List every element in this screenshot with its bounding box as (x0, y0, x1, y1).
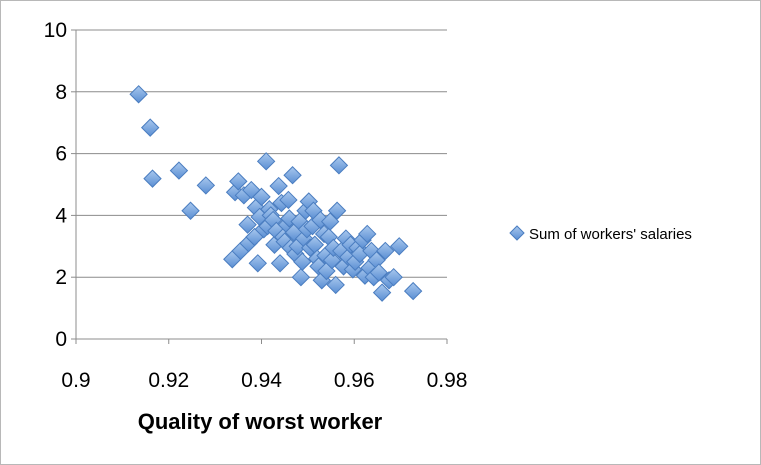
data-point-63 (327, 201, 347, 220)
data-point-81 (369, 263, 389, 282)
data-point-18 (252, 187, 271, 207)
data-point-82 (372, 283, 392, 302)
data-point-4 (181, 201, 200, 220)
data-point-76 (358, 224, 377, 244)
y-tick-label-4: 8 (55, 81, 67, 104)
data-point-60 (322, 250, 342, 270)
data-point-28 (270, 254, 290, 273)
data-point-59 (320, 212, 340, 231)
data-point-16 (248, 254, 267, 273)
data-point-36 (283, 166, 302, 185)
x-tick-label-1: 0.92 (148, 369, 189, 392)
data-point-86 (390, 237, 409, 256)
data-point-2 (143, 169, 162, 188)
y-tick-label-5: 10 (44, 19, 67, 42)
x-tick-label-2: 0.94 (241, 369, 282, 392)
data-point-5 (196, 176, 216, 195)
legend: Sum of workers' salaries (509, 225, 692, 243)
data-point-64 (329, 156, 349, 175)
x-tick-label-0: 0.9 (61, 369, 90, 392)
x-axis-label: Quality of worst worker (138, 409, 383, 434)
data-point-87 (403, 281, 423, 301)
data-point-20 (256, 152, 276, 171)
data-point-85 (384, 267, 403, 287)
data-point-62 (326, 275, 345, 295)
data-point-83 (376, 241, 395, 261)
data-point-11 (238, 215, 257, 234)
data-point-3 (169, 161, 189, 180)
data-point-42 (293, 252, 312, 271)
data-point-27 (269, 176, 288, 196)
data-point-33 (279, 190, 298, 210)
data-point-1 (140, 118, 160, 137)
data-point-8 (229, 172, 248, 191)
y-tick-label-3: 6 (55, 143, 67, 166)
x-tick-label-3: 0.96 (334, 369, 375, 392)
legend-label: Sum of workers' salaries (529, 226, 692, 243)
y-tick-label-0: 0 (55, 328, 67, 351)
y-tick-label-2: 4 (55, 204, 67, 227)
data-point-41 (291, 267, 311, 287)
x-tick-label-4: 0.98 (427, 369, 468, 392)
legend-marker-icon (509, 225, 525, 241)
data-point-0 (129, 85, 148, 104)
y-tick-label-1: 2 (55, 266, 67, 289)
